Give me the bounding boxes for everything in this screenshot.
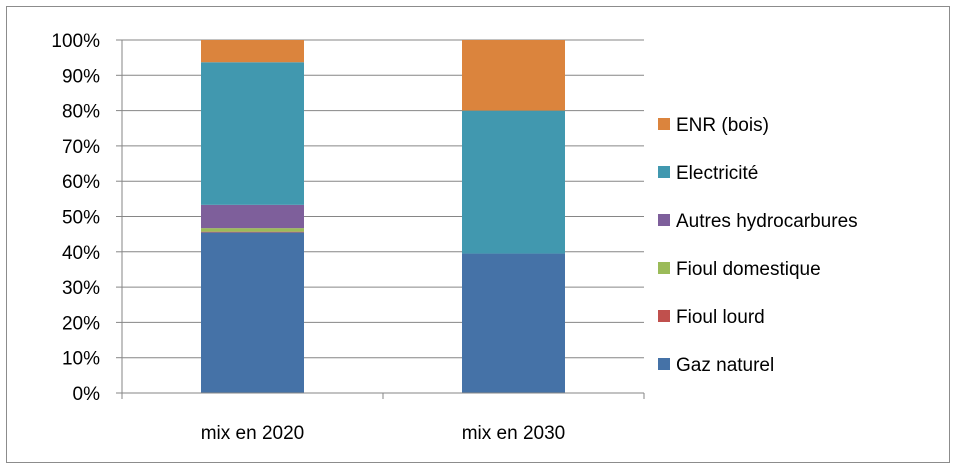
legend-label: Fioul domestique (676, 259, 821, 280)
x-tick-labels: mix en 2020 mix en 2030 (201, 423, 566, 444)
legend-label: Gaz naturel (676, 355, 774, 376)
y-tick-label: 30% (62, 278, 100, 299)
bars (201, 40, 565, 393)
legend-label: Autres hydrocarbures (676, 211, 858, 232)
x-tick-label: mix en 2020 (201, 423, 305, 444)
legend-label: Fioul lourd (676, 307, 765, 328)
legend-swatch (658, 358, 670, 370)
y-tick-label: 0% (73, 384, 101, 405)
axes (116, 39, 645, 399)
bar-segment-enr-bois (201, 40, 304, 63)
legend-item: Electricité (658, 163, 758, 184)
y-tick-label: 20% (62, 313, 100, 334)
y-tick-label: 10% (62, 349, 100, 370)
y-tick-label: 80% (62, 102, 100, 123)
bar-segment-autres-hydrocarbures (201, 204, 304, 229)
legend-item: Fioul domestique (658, 259, 821, 280)
legend-label: Electricité (676, 163, 758, 184)
y-tick-labels: 0% 10% 20% 30% 40% 50% 60% 70% 80% 90% 100% (51, 31, 100, 405)
bar-segment-electricit (201, 62, 304, 205)
x-tick-label: mix en 2030 (462, 423, 566, 444)
bar-segment-fioul-lourd (201, 231, 304, 233)
legend-swatch (658, 262, 670, 274)
bar-segment-fioul-domestique (201, 228, 304, 232)
legend-swatch (658, 118, 670, 130)
bar-segment-enr-bois (462, 40, 565, 111)
y-tick-label: 90% (62, 66, 100, 87)
bar-segment-gaz-naturel (201, 232, 304, 393)
bar-segment-gaz-naturel (462, 253, 565, 393)
legend-item: Autres hydrocarbures (658, 211, 858, 232)
y-tick-label: 50% (62, 208, 100, 229)
legend-swatch (658, 214, 670, 226)
y-tick-label: 60% (62, 172, 100, 193)
y-tick-label: 40% (62, 243, 100, 264)
legend-item: Fioul lourd (658, 307, 765, 328)
y-tick-label: 70% (62, 137, 100, 158)
legend-item: ENR (bois) (658, 115, 769, 136)
gridlines (122, 39, 644, 359)
legend-swatch (658, 310, 670, 322)
y-tick-label: 100% (51, 31, 100, 52)
bar-segment-electricit (462, 110, 565, 254)
legend-label: ENR (bois) (676, 115, 769, 136)
legend-item: Gaz naturel (658, 355, 774, 376)
legend-swatch (658, 166, 670, 178)
legend: ENR (bois) Electricité Autres hydrocarbure… (658, 115, 858, 376)
